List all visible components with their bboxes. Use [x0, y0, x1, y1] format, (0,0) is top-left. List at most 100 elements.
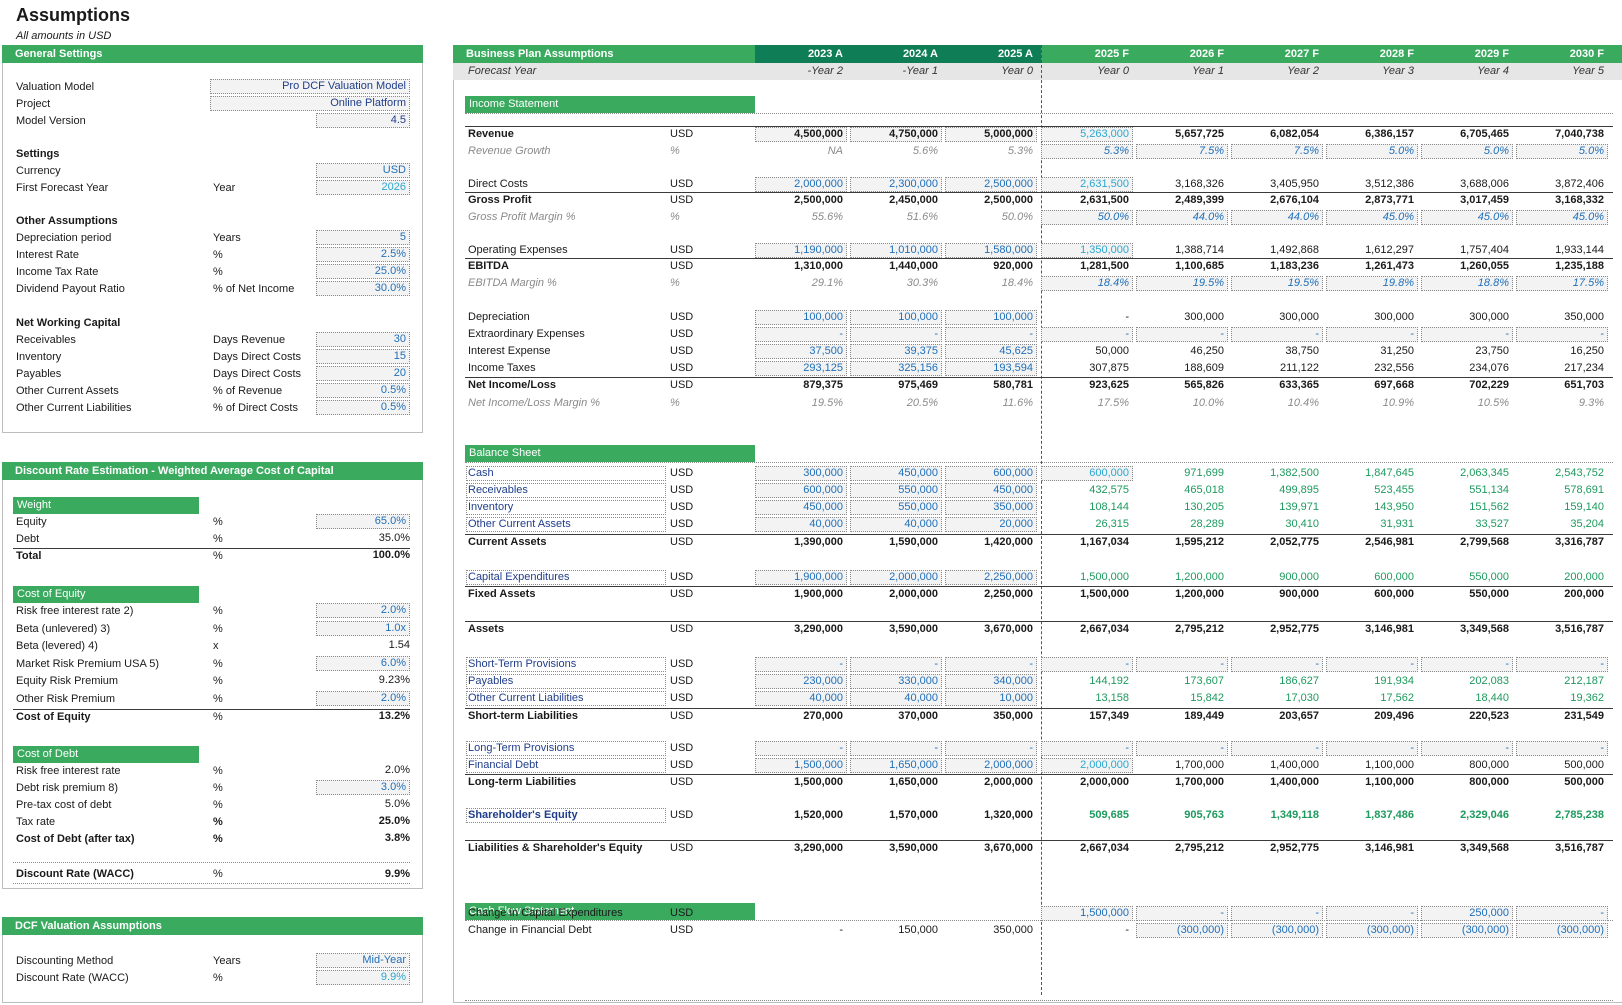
value-input[interactable]	[755, 344, 847, 359]
value-input[interactable]	[945, 657, 1037, 672]
value-input[interactable]	[850, 310, 942, 325]
value-input[interactable]	[1041, 906, 1133, 921]
value-input[interactable]	[755, 466, 847, 481]
value-input[interactable]	[1136, 210, 1228, 225]
row-label-box[interactable]	[466, 570, 666, 585]
value-input[interactable]	[945, 361, 1037, 376]
value-input[interactable]	[1421, 741, 1513, 756]
value-input[interactable]	[1421, 327, 1513, 342]
first-forecast-input[interactable]	[316, 180, 410, 195]
row-input[interactable]	[316, 332, 410, 347]
value-input[interactable]	[850, 741, 942, 756]
value-input[interactable]	[1041, 127, 1133, 142]
row-input[interactable]	[316, 383, 410, 398]
value-input[interactable]	[755, 177, 847, 192]
value-input[interactable]	[1326, 657, 1418, 672]
row-input[interactable]	[316, 281, 410, 296]
value-input[interactable]	[755, 657, 847, 672]
row-label-box[interactable]	[466, 657, 666, 672]
value-input[interactable]	[1421, 276, 1513, 291]
value-input[interactable]	[755, 674, 847, 689]
value-input[interactable]	[755, 500, 847, 515]
row-input[interactable]	[316, 264, 410, 279]
valuation-model-input[interactable]	[210, 79, 410, 94]
value-input[interactable]	[850, 127, 942, 142]
value-input[interactable]	[1136, 657, 1228, 672]
row-label-box[interactable]	[466, 691, 666, 706]
value-input[interactable]	[945, 466, 1037, 481]
row-input[interactable]	[316, 400, 410, 415]
value-input[interactable]	[1136, 276, 1228, 291]
value-input[interactable]	[850, 517, 942, 532]
value-input[interactable]	[1136, 923, 1228, 938]
row-label-box[interactable]	[466, 466, 666, 481]
value-input[interactable]	[1231, 906, 1323, 921]
value-input[interactable]	[1231, 144, 1323, 159]
value-input[interactable]	[945, 517, 1037, 532]
value-input[interactable]	[1516, 276, 1608, 291]
value-input[interactable]	[1231, 657, 1323, 672]
row-input[interactable]	[316, 655, 410, 671]
value-input[interactable]	[755, 310, 847, 325]
value-input[interactable]	[1231, 276, 1323, 291]
value-input[interactable]	[755, 758, 847, 773]
row-input[interactable]	[316, 603, 410, 618]
row-label-box[interactable]	[466, 808, 666, 823]
value-input[interactable]	[1516, 210, 1608, 225]
value-input[interactable]	[1326, 144, 1418, 159]
row-input[interactable]	[316, 349, 410, 364]
value-input[interactable]	[850, 177, 942, 192]
value-input[interactable]	[755, 483, 847, 498]
value-input[interactable]	[1326, 276, 1418, 291]
value-input[interactable]	[755, 361, 847, 376]
model-version-input[interactable]	[316, 113, 410, 128]
value-input[interactable]	[850, 361, 942, 376]
row-input[interactable]	[316, 780, 410, 795]
value-input[interactable]	[1041, 243, 1133, 258]
value-input[interactable]	[1516, 327, 1608, 342]
value-input[interactable]	[1326, 327, 1418, 342]
row-input[interactable]	[316, 247, 410, 262]
value-input[interactable]	[1326, 741, 1418, 756]
row-label-box[interactable]	[466, 483, 666, 498]
value-input[interactable]	[1516, 144, 1608, 159]
value-input[interactable]	[1041, 741, 1133, 756]
value-input[interactable]	[850, 243, 942, 258]
dcf-rate-input[interactable]	[316, 970, 410, 985]
value-input[interactable]	[1041, 758, 1133, 773]
value-input[interactable]	[1041, 144, 1133, 159]
value-input[interactable]	[1041, 210, 1133, 225]
value-input[interactable]	[755, 691, 847, 706]
row-label-box[interactable]	[466, 674, 666, 689]
value-input[interactable]	[945, 483, 1037, 498]
row-label-box[interactable]	[466, 741, 666, 756]
row-input[interactable]	[316, 620, 410, 636]
value-input[interactable]	[1516, 906, 1608, 921]
value-input[interactable]	[850, 657, 942, 672]
value-input[interactable]	[755, 127, 847, 142]
value-input[interactable]	[1041, 276, 1133, 291]
value-input[interactable]	[1421, 144, 1513, 159]
value-input[interactable]	[945, 177, 1037, 192]
value-input[interactable]	[1136, 327, 1228, 342]
value-input[interactable]	[945, 691, 1037, 706]
value-input[interactable]	[850, 466, 942, 481]
value-input[interactable]	[945, 758, 1037, 773]
value-input[interactable]	[1421, 906, 1513, 921]
value-input[interactable]	[755, 741, 847, 756]
value-input[interactable]	[1516, 923, 1608, 938]
value-input[interactable]	[1516, 657, 1608, 672]
value-input[interactable]	[1326, 210, 1418, 225]
value-input[interactable]	[945, 741, 1037, 756]
value-input[interactable]	[1231, 327, 1323, 342]
row-label-box[interactable]	[466, 517, 666, 532]
row-label-box[interactable]	[466, 500, 666, 515]
row-input[interactable]	[316, 230, 410, 245]
value-input[interactable]	[945, 570, 1037, 585]
value-input[interactable]	[1231, 210, 1323, 225]
row-label-box[interactable]	[466, 758, 666, 773]
value-input[interactable]	[1421, 923, 1513, 938]
value-input[interactable]	[850, 327, 942, 342]
value-input[interactable]	[755, 327, 847, 342]
value-input[interactable]	[755, 517, 847, 532]
